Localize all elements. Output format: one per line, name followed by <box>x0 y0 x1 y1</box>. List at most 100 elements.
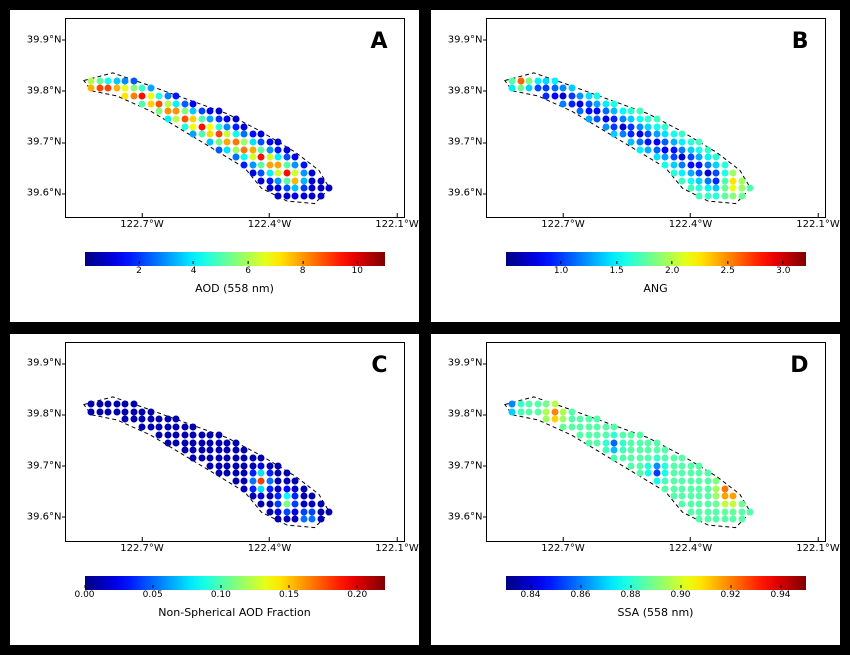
data-point <box>619 454 626 461</box>
data-point <box>164 92 171 99</box>
x-tick-label: 122.1°W <box>796 543 840 554</box>
colorbar-tick-label: 4 <box>191 266 197 276</box>
data-point <box>232 154 239 161</box>
data-point <box>645 131 652 138</box>
colorbar-tick-label: 0.86 <box>570 590 590 600</box>
data-point <box>730 493 737 500</box>
data-point <box>568 408 575 415</box>
data-point <box>713 477 720 484</box>
data-point <box>517 401 524 408</box>
data-point <box>173 116 180 123</box>
data-point <box>543 77 550 84</box>
data-point <box>147 416 154 423</box>
colorbar: 0.840.860.880.900.920.94SSA (558 nm) <box>506 576 806 619</box>
data-point <box>653 477 660 484</box>
data-point <box>670 146 677 153</box>
data-point <box>526 85 533 92</box>
data-point <box>534 85 541 92</box>
data-point <box>241 462 248 469</box>
data-point <box>241 162 248 169</box>
data-point <box>704 493 711 500</box>
data-point <box>241 447 248 454</box>
data-point <box>509 408 516 415</box>
data-point <box>551 401 558 408</box>
data-point <box>122 85 129 92</box>
y-tick-label: 39.8°N <box>448 85 483 96</box>
data-point <box>122 408 129 415</box>
data-point <box>696 192 703 199</box>
data-point <box>687 169 694 176</box>
data-point <box>164 431 171 438</box>
data-point <box>687 154 694 161</box>
data-point <box>309 508 316 515</box>
data-point <box>292 177 299 184</box>
data-point <box>283 169 290 176</box>
data-point <box>181 108 188 115</box>
data-point <box>517 77 524 84</box>
x-tick-label: 122.1°W <box>375 219 419 230</box>
data-point <box>602 424 609 431</box>
colorbar: 1.01.52.02.53.0ANG <box>506 252 806 295</box>
colorbar-ticks: 1.01.52.02.53.0 <box>506 266 806 280</box>
data-point <box>679 139 686 146</box>
colorbar-tick-label: 1.0 <box>554 266 568 276</box>
data-point <box>156 100 163 107</box>
data-point <box>704 169 711 176</box>
data-point <box>173 416 180 423</box>
data-point <box>266 139 273 146</box>
data-point <box>130 401 137 408</box>
data-point <box>122 77 129 84</box>
data-point <box>602 108 609 115</box>
data-point <box>687 485 694 492</box>
data-point <box>173 431 180 438</box>
data-point <box>636 131 643 138</box>
data-point <box>509 85 516 92</box>
data-point <box>696 477 703 484</box>
data-point <box>292 154 299 161</box>
data-point <box>207 462 214 469</box>
panel-c: C39.6°N39.7°N39.8°N39.9°N122.7°W122.4°W1… <box>10 334 419 646</box>
data-point <box>173 100 180 107</box>
data-point <box>275 493 282 500</box>
data-point <box>317 516 324 523</box>
data-point <box>283 485 290 492</box>
data-point <box>241 470 248 477</box>
data-point <box>181 123 188 130</box>
data-point <box>258 162 265 169</box>
panel-d: D39.6°N39.7°N39.8°N39.9°N122.7°W122.4°W1… <box>431 334 840 646</box>
data-point <box>730 185 737 192</box>
data-point <box>619 116 626 123</box>
data-point <box>190 116 197 123</box>
data-point <box>636 454 643 461</box>
y-tick-label: 39.8°N <box>27 409 62 420</box>
data-point <box>517 85 524 92</box>
data-point <box>738 508 745 515</box>
data-point <box>653 454 660 461</box>
data-point <box>747 185 754 192</box>
data-point <box>156 431 163 438</box>
y-tick-label: 39.6°N <box>27 511 62 522</box>
panel-a: A39.6°N39.7°N39.8°N39.9°N122.7°W122.4°W1… <box>10 10 419 322</box>
data-point <box>721 508 728 515</box>
plot-frame: B39.6°N39.7°N39.8°N39.9°N122.7°W122.4°W1… <box>486 18 826 218</box>
y-axis: 39.6°N39.7°N39.8°N39.9°N <box>20 343 66 541</box>
data-point <box>662 447 669 454</box>
data-point <box>551 77 558 84</box>
data-point <box>560 92 567 99</box>
data-point <box>628 131 635 138</box>
y-tick-label: 39.6°N <box>448 188 483 199</box>
data-point <box>275 146 282 153</box>
data-point <box>509 401 516 408</box>
data-point <box>224 447 231 454</box>
data-point <box>679 501 686 508</box>
colorbar-gradient <box>85 252 385 266</box>
data-point <box>662 131 669 138</box>
data-point <box>713 508 720 515</box>
data-point <box>568 85 575 92</box>
data-point <box>619 108 626 115</box>
data-point <box>190 454 197 461</box>
y-axis: 39.6°N39.7°N39.8°N39.9°N <box>20 19 66 217</box>
data-point <box>258 131 265 138</box>
data-point <box>258 485 265 492</box>
data-point <box>721 162 728 169</box>
